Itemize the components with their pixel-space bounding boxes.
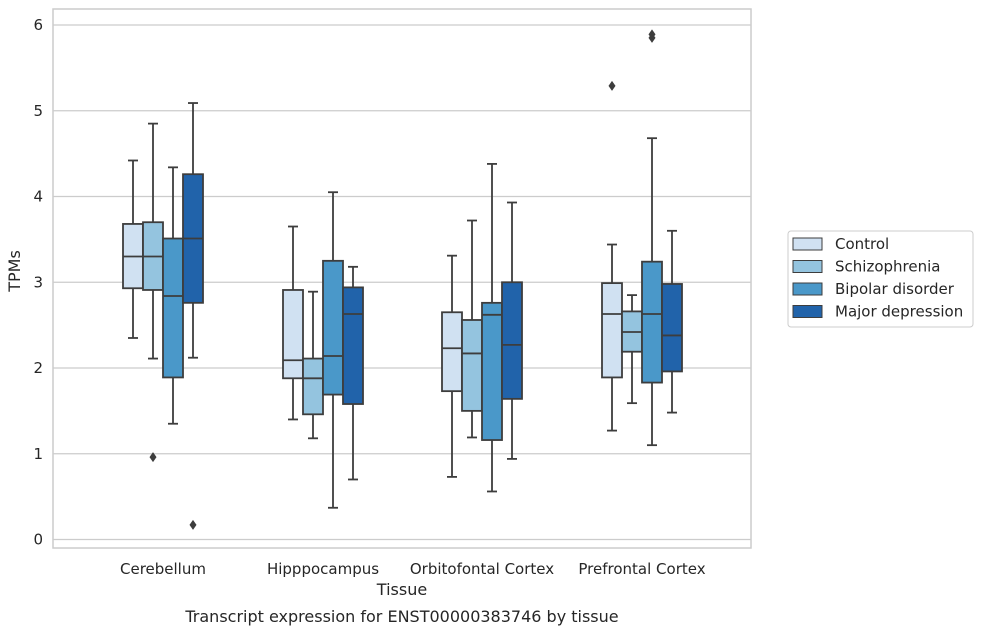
box-iqr [282, 289, 304, 380]
box-iqr [162, 237, 184, 379]
y-tick-label: 6 [33, 16, 43, 34]
outlier-point [648, 29, 656, 40]
legend-swatch [792, 237, 823, 251]
x-tick-label: Orbitofontal Cortex [410, 560, 554, 578]
series-control [122, 80, 623, 478]
box-iqr [302, 357, 324, 416]
y-tick-label: 3 [33, 273, 43, 291]
outlier-point [149, 452, 157, 463]
x-tick-label: Cerebellum [120, 560, 206, 578]
legend-label: Control [835, 235, 889, 253]
legend-swatch [792, 260, 823, 273]
x-tick-labels: Cerebellum Hipppocampus Orbitofontal Corte… [120, 560, 706, 578]
y-tick-label: 1 [33, 445, 43, 463]
series-schizophrenia [142, 122, 643, 463]
box-series [122, 29, 683, 530]
box-iqr [461, 319, 483, 412]
legend-label: Schizophrenia [835, 258, 940, 276]
box-iqr [661, 283, 683, 373]
legend-label: Major depression [835, 303, 963, 321]
y-axis-title: TPMs [5, 250, 24, 293]
box-iqr [342, 286, 364, 405]
legend-label: Bipolar disorder [835, 280, 955, 298]
y-tick-label: 5 [33, 102, 43, 120]
legend-swatch [792, 305, 823, 318]
box-iqr [601, 282, 623, 379]
box-iqr [322, 259, 344, 396]
y-gridlines [53, 24, 751, 541]
outlier-point [189, 519, 197, 530]
series-major-depression [182, 102, 683, 530]
box-iqr [641, 260, 663, 384]
legend-swatch [792, 282, 823, 296]
y-tick-label: 4 [33, 188, 43, 206]
y-tick-labels: 0 1 2 3 4 5 6 [33, 16, 43, 549]
y-tick-label: 2 [33, 359, 43, 377]
box-iqr [481, 301, 503, 441]
figure-caption: Transcript expression for ENST0000038374… [184, 607, 618, 626]
series-bipolar-disorder [162, 29, 663, 509]
box-iqr [501, 281, 523, 400]
y-tick-label: 0 [33, 531, 43, 549]
x-axis-title: Tissue [376, 580, 427, 599]
x-tick-label: Prefrontal Cortex [578, 560, 705, 578]
outlier-point [608, 80, 616, 91]
legend: Control Schizophrenia Bipolar disorder Majo… [787, 230, 974, 328]
box-iqr [441, 311, 463, 393]
x-tick-label: Hipppocampus [267, 560, 379, 578]
legend-frame [787, 230, 974, 328]
